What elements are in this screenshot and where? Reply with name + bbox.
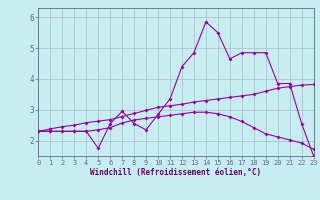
X-axis label: Windchill (Refroidissement éolien,°C): Windchill (Refroidissement éolien,°C) [91,168,261,177]
